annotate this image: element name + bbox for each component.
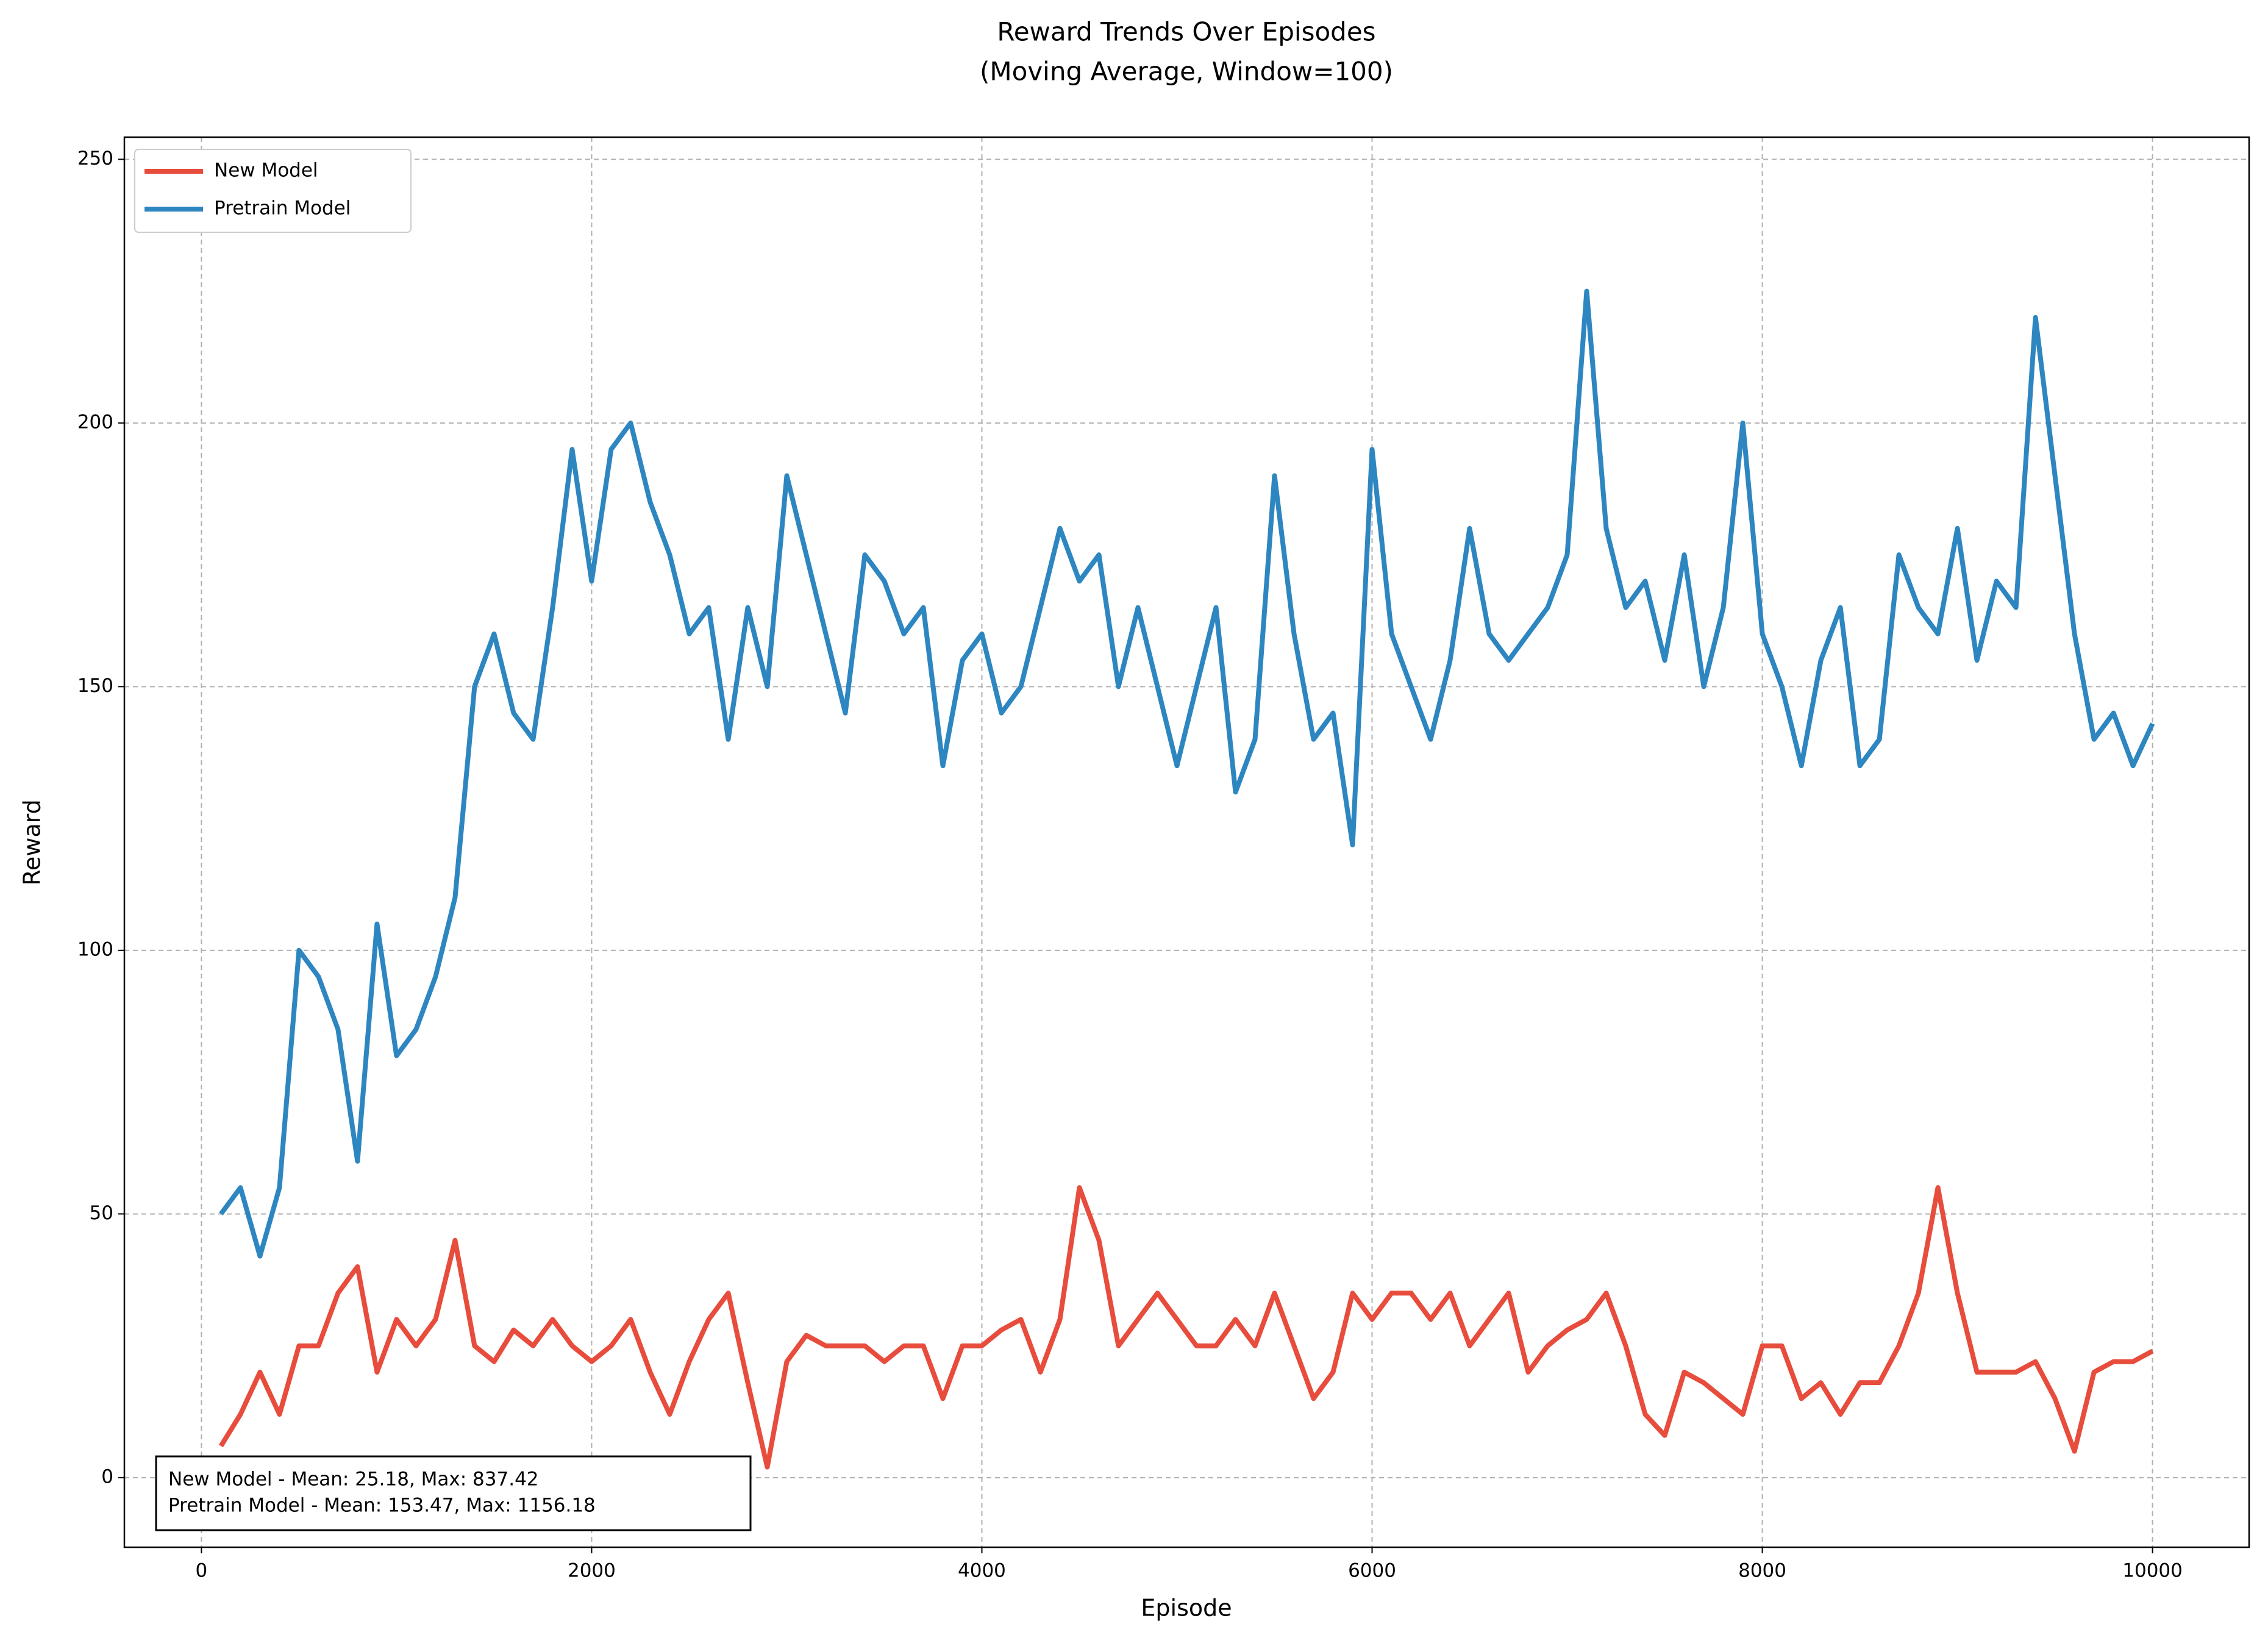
x-tick-label: 10000	[2122, 1560, 2183, 1582]
x-tick-label: 6000	[1348, 1560, 1396, 1582]
y-tick-label: 200	[77, 411, 113, 433]
x-tick-label: 0	[196, 1560, 208, 1582]
chart-title: Reward Trends Over Episodes	[997, 17, 1375, 47]
annotation-text: New Model - Mean: 25.18, Max: 837.42	[168, 1469, 539, 1491]
x-tick-label: 2000	[568, 1560, 616, 1582]
legend-box	[134, 149, 412, 233]
line-series	[219, 288, 2155, 1259]
chart-subtitle: (Moving Average, Window=100)	[980, 57, 1393, 87]
plot-frame	[123, 136, 2250, 1548]
y-tick-label: 100	[77, 938, 113, 960]
x-tick-label: 4000	[958, 1560, 1006, 1582]
line-series	[218, 1185, 2154, 1470]
x-tick-label: 8000	[1738, 1560, 1786, 1582]
legend-label: Pretrain Model	[214, 198, 351, 219]
x-axis-label: Episode	[1141, 1595, 1232, 1622]
legend-label: New Model	[214, 160, 318, 182]
y-tick-label: 250	[77, 148, 113, 169]
annotation-box	[155, 1455, 752, 1531]
y-tick-label: 0	[101, 1466, 113, 1487]
y-tick-label: 150	[77, 675, 113, 697]
y-axis-label: Reward	[19, 799, 46, 886]
annotation-text: Pretrain Model - Mean: 153.47, Max: 1156…	[168, 1495, 596, 1517]
y-tick-label: 50	[90, 1202, 113, 1224]
